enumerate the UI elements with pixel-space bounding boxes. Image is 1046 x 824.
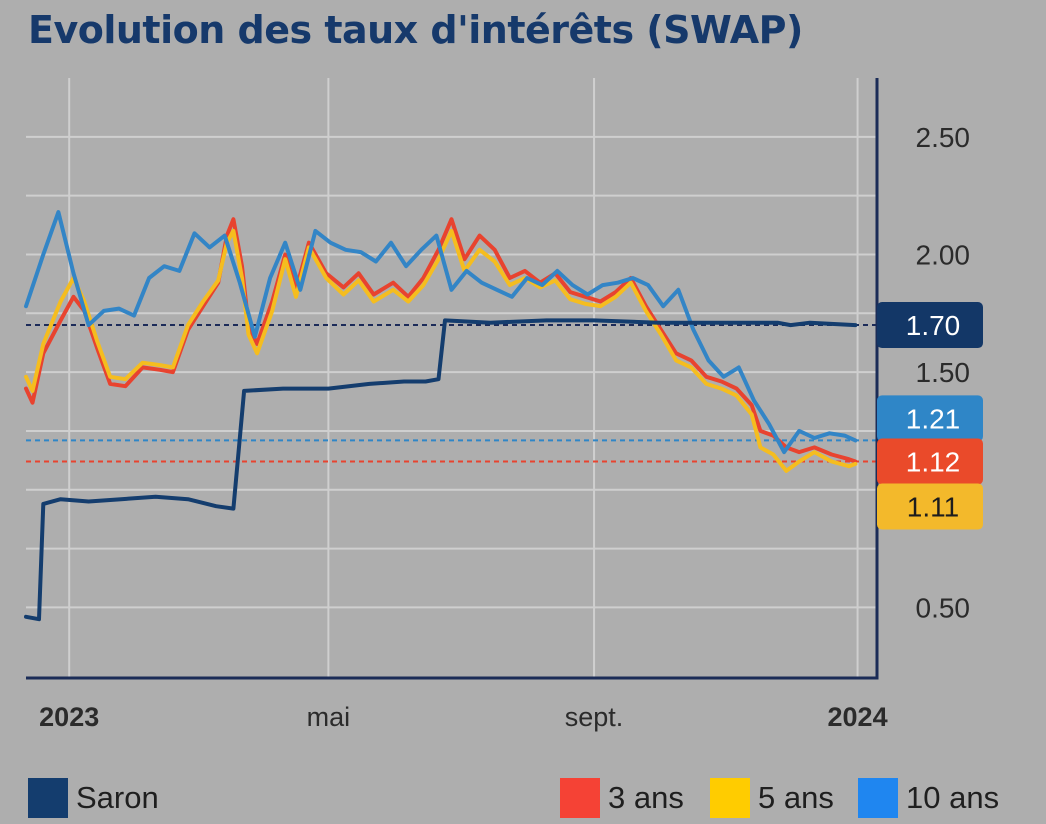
- end-label-5-ans: 1.11: [907, 492, 959, 523]
- series-line-10-ans: [24, 210, 858, 455]
- series-line-5-ans: [24, 228, 858, 473]
- end-labels-layer: 1.70 1.21 1.12 1.11: [877, 302, 983, 530]
- reference-lines-layer: [26, 324, 877, 463]
- legend-label-10-ans: 10 ans: [906, 780, 1000, 815]
- end-label-box-saron: [877, 302, 983, 349]
- legend-3-ans[interactable]: 3 ans: [560, 776, 684, 820]
- series-layer: [24, 210, 858, 622]
- legend-saron[interactable]: Saron: [28, 776, 159, 820]
- legend-5-ans[interactable]: 5 ans: [710, 776, 834, 820]
- legend-swatch-5-ans: [710, 778, 750, 818]
- chart-title: Evolution des taux d'intérêts (SWAP): [28, 8, 803, 52]
- legend-label-5-ans: 5 ans: [758, 780, 834, 815]
- y-tick-label: 1.50: [916, 357, 971, 388]
- series-line-3-ans: [24, 217, 858, 464]
- y-tick-label: 0.50: [916, 592, 971, 623]
- chart-svg: 2023 mai sept. 2024 0.50 1.50 2.00 2.50 1.70 1.2…: [24, 78, 983, 732]
- end-label-3-ans: 1.12: [906, 447, 961, 478]
- y-tick-label: 2.00: [916, 239, 971, 270]
- end-label-box-5-ans: [877, 483, 983, 530]
- axis-layer: 2023 mai sept. 2024 0.50 1.50 2.00 2.50: [26, 78, 970, 732]
- x-tick-label: 2024: [828, 702, 888, 732]
- y-tick-label: 2.50: [916, 122, 971, 153]
- end-label-saron: 1.70: [906, 310, 961, 341]
- x-tick-label: sept.: [565, 702, 624, 732]
- legend-10-ans[interactable]: 10 ans: [858, 776, 999, 820]
- legend-swatch-saron: [28, 778, 68, 818]
- legend-label-3-ans: 3 ans: [608, 780, 684, 815]
- grid-layer: [26, 78, 877, 678]
- end-label-10-ans: 1.21: [906, 403, 961, 434]
- x-tick-label: mai: [307, 702, 351, 732]
- legend-swatch-10-ans: [858, 778, 898, 818]
- legend-label-saron: Saron: [76, 780, 159, 815]
- end-label-box-10-ans: [877, 395, 983, 442]
- end-label-box-3-ans: [877, 438, 983, 485]
- legend-swatch-3-ans: [560, 778, 600, 818]
- series-line-saron: [24, 318, 858, 622]
- x-tick-label: 2023: [39, 702, 99, 732]
